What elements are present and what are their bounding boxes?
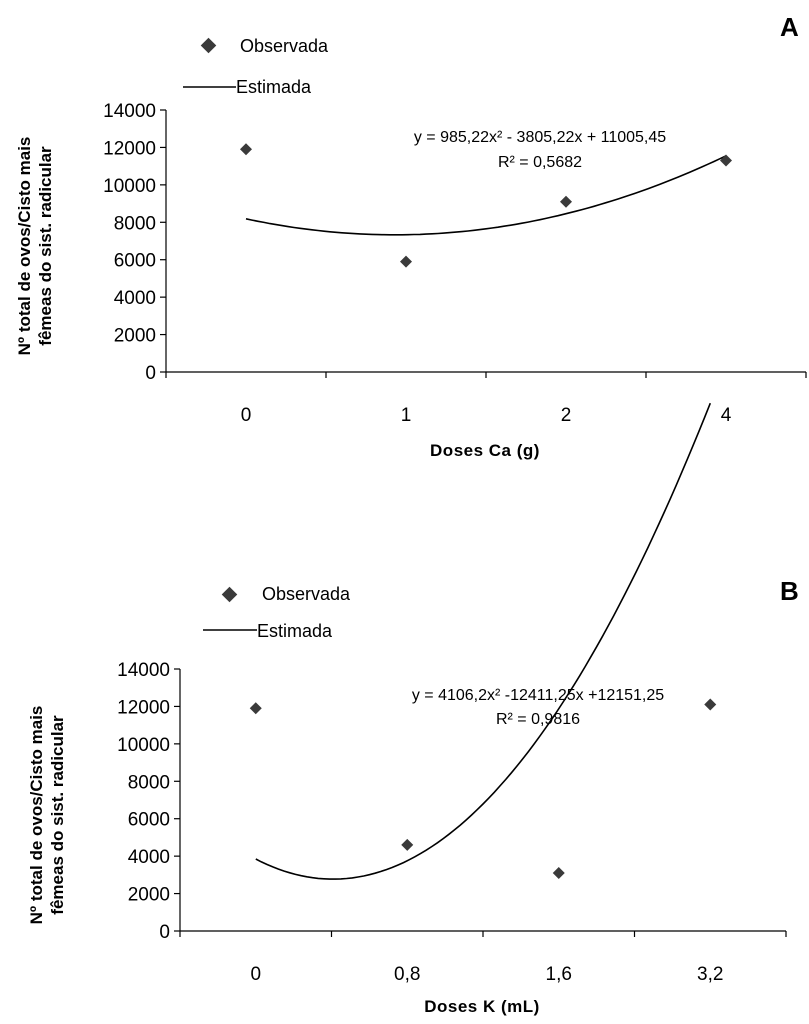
y-tick-label: 10000 bbox=[103, 176, 156, 197]
legend-b-marker-icon bbox=[221, 586, 238, 603]
y-tick-label: 6000 bbox=[114, 251, 156, 272]
observada-point bbox=[400, 255, 412, 268]
observada-point bbox=[249, 702, 262, 715]
y-tick-label: 8000 bbox=[114, 213, 156, 234]
y-tick-label: 4000 bbox=[114, 288, 156, 309]
y-tick-label: 14000 bbox=[117, 660, 170, 681]
estimada-curve-a bbox=[245, 155, 727, 236]
x-tick-label: 3,2 bbox=[697, 964, 723, 985]
observada-point bbox=[560, 195, 572, 208]
yticks-a: 0 2000 4000 6000 8000 10000 12000 14000 bbox=[103, 101, 166, 384]
ylabel-a: Nº total de ovos/Cisto mais fêmeas do si… bbox=[15, 137, 55, 356]
y-tick-label: 2000 bbox=[128, 885, 170, 906]
observada-point bbox=[704, 698, 717, 711]
legend-a-estimada: Estimada bbox=[236, 77, 312, 97]
y-tick-label: 14000 bbox=[103, 101, 156, 122]
ylabel-b-line2: fêmeas do sist. radicular bbox=[48, 715, 67, 915]
legend-b-observada: Observada bbox=[262, 584, 351, 604]
x-tick-label: 2 bbox=[561, 405, 572, 426]
ylabel-a-line2: fêmeas do sist. radicular bbox=[36, 146, 55, 346]
y-tick-label: 12000 bbox=[103, 138, 156, 159]
x-tick-label: 0 bbox=[250, 964, 261, 985]
estimada-curve-b bbox=[255, 402, 712, 880]
observada-point bbox=[720, 154, 732, 167]
observada-point bbox=[552, 866, 565, 879]
legend-b: Observada Estimada bbox=[203, 584, 351, 641]
observada-points-b bbox=[249, 698, 717, 879]
ylabel-a-line1: Nº total de ovos/Cisto mais bbox=[15, 137, 34, 356]
ylabel-b-line1: Nº total de ovos/Cisto mais bbox=[27, 706, 46, 925]
y-tick-label: 4000 bbox=[128, 847, 170, 868]
observada-point bbox=[401, 838, 414, 851]
y-tick-label: 2000 bbox=[114, 326, 156, 347]
yticks-b: 0 2000 4000 6000 8000 10000 12000 14000 bbox=[117, 660, 180, 943]
x-tick-label: 1,6 bbox=[546, 964, 572, 985]
xlabel-b: Doses K (mL) bbox=[424, 997, 540, 1016]
legend-a-observada: Observada bbox=[240, 36, 329, 56]
axes-a bbox=[165, 110, 806, 373]
y-tick-label: 0 bbox=[145, 363, 156, 384]
x-tick-label: 0,8 bbox=[394, 964, 420, 985]
observada-points-a bbox=[240, 143, 732, 268]
legend-a: Observada Estimada bbox=[183, 36, 329, 97]
y-tick-label: 0 bbox=[159, 922, 170, 943]
legend-b-estimada: Estimada bbox=[257, 621, 333, 641]
panel-b-letter: B bbox=[780, 576, 799, 606]
chart-b: B Observada Estimada Nº total de ovos/Ci… bbox=[27, 402, 799, 1016]
panel-a-letter: A bbox=[780, 12, 799, 42]
r2-a: R² = 0,5682 bbox=[498, 154, 582, 171]
y-tick-label: 10000 bbox=[117, 735, 170, 756]
legend-a-marker-icon bbox=[200, 37, 217, 54]
observada-point bbox=[240, 143, 252, 156]
x-tick-label: 4 bbox=[721, 405, 732, 426]
axes-b bbox=[179, 669, 786, 932]
equation-a: y = 985,22x² - 3805,22x + 11005,45 bbox=[414, 129, 666, 146]
x-tick-label: 1 bbox=[401, 405, 412, 426]
x-tick-label: 0 bbox=[241, 405, 252, 426]
ylabel-b: Nº total de ovos/Cisto mais fêmeas do si… bbox=[27, 706, 67, 925]
r2-b: R² = 0,9816 bbox=[496, 711, 580, 728]
y-tick-label: 12000 bbox=[117, 697, 170, 718]
equation-b: y = 4106,2x² -12411,25x +12151,25 bbox=[412, 687, 664, 704]
y-tick-label: 8000 bbox=[128, 772, 170, 793]
xlabel-a: Doses Ca (g) bbox=[430, 441, 540, 460]
y-tick-label: 6000 bbox=[128, 810, 170, 831]
chart-a: A Observada Estimada Nº total de ovos/Ci… bbox=[15, 12, 807, 460]
xticks-b: 0 0,8 1,6 3,2 bbox=[179, 931, 787, 985]
xticks-a: 0 1 2 4 bbox=[165, 372, 807, 426]
